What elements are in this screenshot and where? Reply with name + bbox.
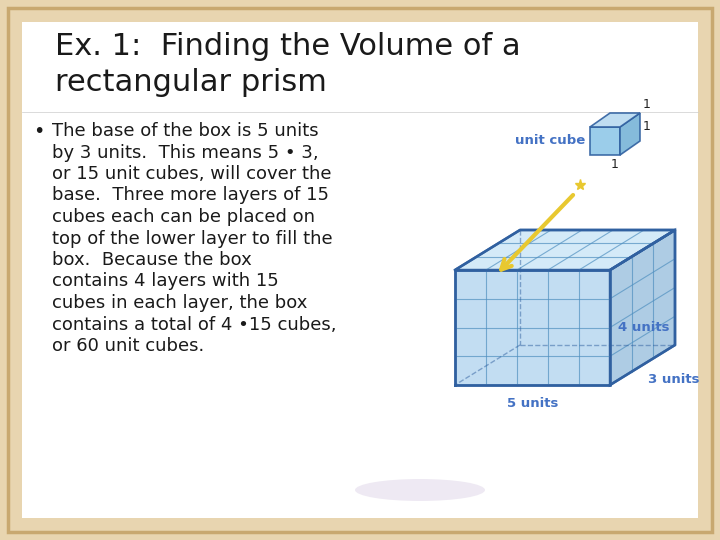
Text: unit cube: unit cube — [515, 134, 585, 147]
Polygon shape — [590, 127, 620, 155]
Text: 1: 1 — [643, 98, 651, 111]
Text: box.  Because the box: box. Because the box — [52, 251, 252, 269]
Text: by 3 units.  This means 5 • 3,: by 3 units. This means 5 • 3, — [52, 144, 319, 161]
Text: 3 units: 3 units — [647, 373, 699, 386]
Text: 1: 1 — [643, 120, 651, 133]
Text: cubes in each layer, the box: cubes in each layer, the box — [52, 294, 307, 312]
Ellipse shape — [355, 479, 485, 501]
Text: or 15 unit cubes, will cover the: or 15 unit cubes, will cover the — [52, 165, 331, 183]
FancyBboxPatch shape — [22, 22, 698, 518]
Polygon shape — [455, 270, 610, 385]
Text: 1: 1 — [611, 158, 619, 171]
Text: cubes each can be placed on: cubes each can be placed on — [52, 208, 315, 226]
Polygon shape — [610, 230, 675, 385]
Polygon shape — [590, 113, 640, 127]
Text: 5 units: 5 units — [507, 397, 558, 410]
Text: rectangular prism: rectangular prism — [55, 68, 327, 97]
Text: contains 4 layers with 15: contains 4 layers with 15 — [52, 273, 279, 291]
Text: top of the lower layer to fill the: top of the lower layer to fill the — [52, 230, 333, 247]
Text: The base of the box is 5 units: The base of the box is 5 units — [52, 122, 319, 140]
Polygon shape — [620, 113, 640, 155]
Text: contains a total of 4 •15 cubes,: contains a total of 4 •15 cubes, — [52, 315, 336, 334]
Text: base.  Three more layers of 15: base. Three more layers of 15 — [52, 186, 329, 205]
Text: 4 units: 4 units — [618, 321, 670, 334]
Text: •: • — [33, 122, 45, 141]
Polygon shape — [455, 230, 675, 270]
Text: or 60 unit cubes.: or 60 unit cubes. — [52, 337, 204, 355]
Text: Ex. 1:  Finding the Volume of a: Ex. 1: Finding the Volume of a — [55, 32, 521, 61]
